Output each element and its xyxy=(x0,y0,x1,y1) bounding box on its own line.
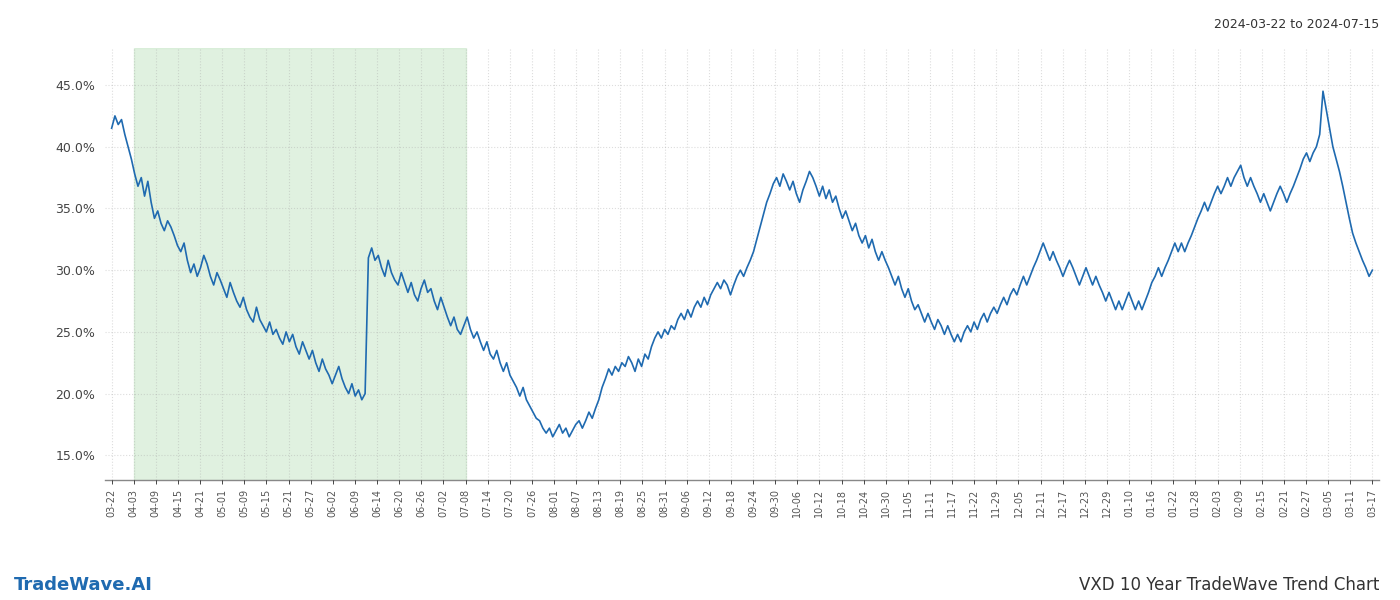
Text: VXD 10 Year TradeWave Trend Chart: VXD 10 Year TradeWave Trend Chart xyxy=(1078,576,1379,594)
Text: TradeWave.AI: TradeWave.AI xyxy=(14,576,153,594)
Text: 2024-03-22 to 2024-07-15: 2024-03-22 to 2024-07-15 xyxy=(1214,18,1379,31)
Bar xyxy=(134,48,466,480)
